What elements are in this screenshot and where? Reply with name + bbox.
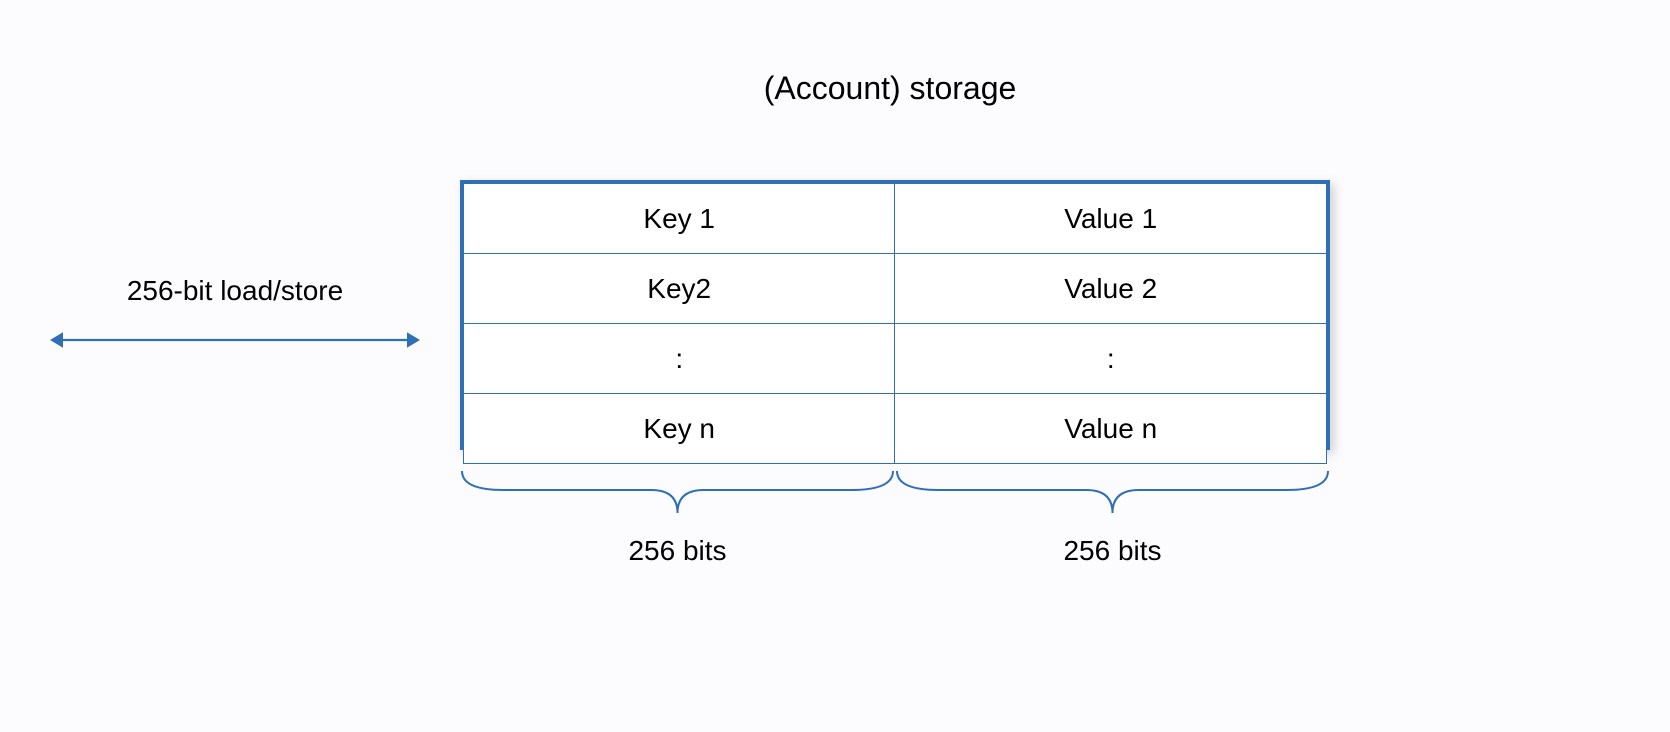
diagram-title: (Account) storage — [640, 70, 1140, 107]
arrow-label: 256-bit load/store — [75, 275, 395, 307]
storage-table-wrap: Key 1 Value 1 Key2 Value 2 : : Key n Val… — [460, 180, 1330, 450]
value-cell: Value 1 — [895, 184, 1327, 254]
double-arrow-svg — [50, 325, 420, 355]
double-arrow — [50, 325, 420, 355]
brace-right — [895, 465, 1330, 515]
storage-table: Key 1 Value 1 Key2 Value 2 : : Key n Val… — [463, 183, 1327, 464]
value-cell: Value n — [895, 394, 1327, 464]
table-row: Key2 Value 2 — [464, 254, 1327, 324]
table-row: Key 1 Value 1 — [464, 184, 1327, 254]
value-cell: : — [895, 324, 1327, 394]
brace-left-label: 256 bits — [460, 535, 895, 567]
table-row: : : — [464, 324, 1327, 394]
table-row: Key n Value n — [464, 394, 1327, 464]
value-cell: Value 2 — [895, 254, 1327, 324]
key-cell: Key2 — [464, 254, 895, 324]
brace-right-label: 256 bits — [895, 535, 1330, 567]
key-cell: : — [464, 324, 895, 394]
key-cell: Key 1 — [464, 184, 895, 254]
key-cell: Key n — [464, 394, 895, 464]
brace-left — [460, 465, 895, 515]
